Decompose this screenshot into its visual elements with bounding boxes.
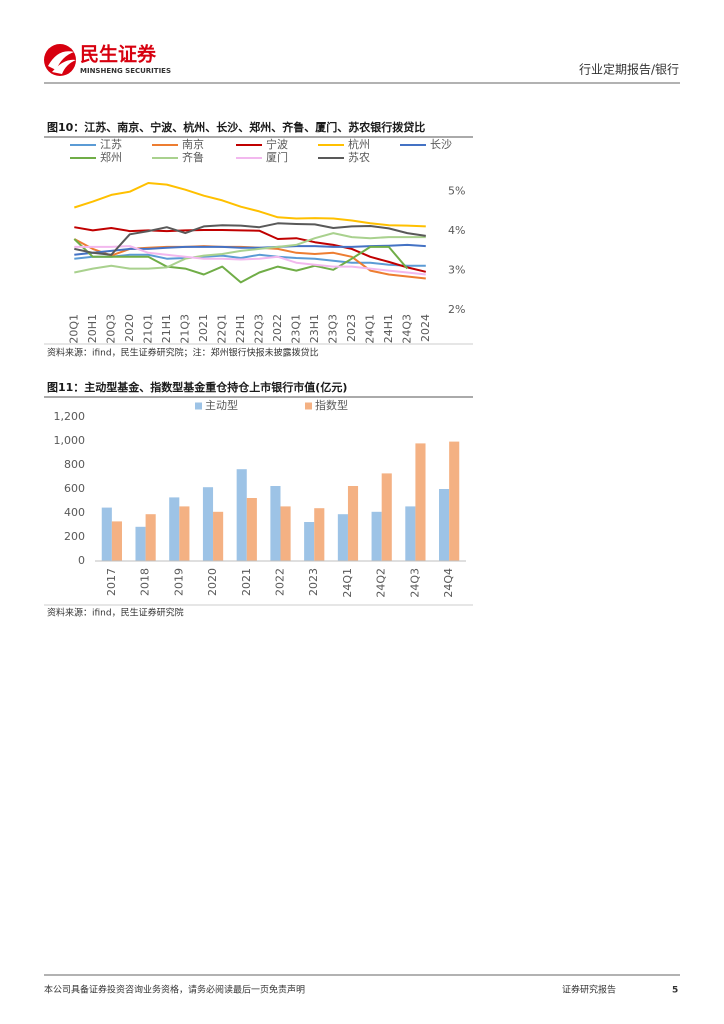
y-tick-label: 3% <box>448 264 465 277</box>
x-tick-label: 24Q1 <box>341 568 354 598</box>
x-tick-label: 2020 <box>206 568 219 596</box>
legend-label: 杭州 <box>348 137 370 151</box>
bar <box>449 441 460 561</box>
disclaimer: 本公司具备证券投资咨询业务资格，请务必阅读最后一页免责声明 <box>44 984 305 996</box>
bar <box>371 511 382 561</box>
x-tick-label: 2021 <box>197 314 210 342</box>
bar <box>246 498 257 561</box>
y-tick-label: 400 <box>64 506 85 519</box>
x-tick-label: 2023 <box>345 314 358 342</box>
legend-swatch <box>195 402 202 410</box>
logo-en: MINSHENG SECURITIES <box>80 67 171 75</box>
bar <box>381 473 392 561</box>
x-tick-label: 20H1 <box>86 314 99 343</box>
x-tick-label: 21Q3 <box>178 314 191 344</box>
legend-label: 指数型 <box>315 398 348 412</box>
bar <box>213 511 224 561</box>
x-tick-label: 23H1 <box>308 314 321 343</box>
logo <box>44 44 76 76</box>
x-tick-label: 22Q1 <box>215 314 228 344</box>
legend-label: 长沙 <box>430 138 452 151</box>
legend-label: 郑州 <box>100 150 122 164</box>
series-line <box>73 182 426 228</box>
legend-label: 厦门 <box>266 150 288 164</box>
bar <box>202 487 214 561</box>
x-tick-label: 2024 <box>419 314 432 342</box>
x-tick-label: 21H1 <box>160 314 173 343</box>
x-tick-label: 24Q1 <box>363 314 376 344</box>
x-tick-label: 23Q1 <box>289 314 302 344</box>
chart-title: 图11：主动型基金、指数型基金重仓持仓上市银行市值(亿元) <box>47 380 347 394</box>
bar <box>415 443 426 561</box>
series-line <box>74 245 426 276</box>
bar <box>101 507 112 561</box>
bar <box>169 497 180 561</box>
bar <box>270 486 281 561</box>
source-note: 资料来源：ifind，民生证券研究院 <box>47 607 184 619</box>
bar <box>405 506 416 561</box>
x-tick-label: 2018 <box>139 568 152 596</box>
x-tick-label: 24Q4 <box>442 568 455 598</box>
legend-label: 齐鲁 <box>182 150 204 164</box>
x-tick-label: 22Q3 <box>252 314 265 344</box>
logo-cn: 民生证券 <box>80 43 157 66</box>
x-tick-label: 24Q3 <box>400 314 413 344</box>
x-tick-label: 2020 <box>123 314 136 342</box>
x-tick-label: 2022 <box>274 568 287 596</box>
x-tick-label: 2021 <box>240 568 253 596</box>
series-line <box>74 253 426 267</box>
bar <box>145 514 156 561</box>
x-tick-label: 2022 <box>271 314 284 342</box>
bar <box>280 506 291 561</box>
y-tick-label: 1,200 <box>54 410 86 423</box>
x-tick-label: 2019 <box>172 568 185 596</box>
series-line <box>74 232 426 274</box>
section-label: 行业定期报告/银行 <box>579 62 679 77</box>
bar <box>314 508 325 561</box>
legend-label: 主动型 <box>205 398 238 412</box>
x-tick-label: 20Q1 <box>67 314 80 344</box>
bar <box>111 521 122 561</box>
legend-label: 南京 <box>182 137 204 151</box>
bar <box>347 486 359 561</box>
x-tick-label: 24Q2 <box>375 568 388 598</box>
source-note: 资料来源：ifind，民生证券研究院；注：郑州银行快报未披露拨贷比 <box>47 347 319 359</box>
bar <box>439 489 450 561</box>
x-tick-label: 24H1 <box>382 314 395 343</box>
series-line <box>74 226 427 273</box>
x-tick-label: 24Q3 <box>408 568 421 598</box>
x-tick-label: 2023 <box>307 568 320 596</box>
legend-label: 苏农 <box>348 150 370 164</box>
y-tick-label: 800 <box>64 458 85 471</box>
x-tick-label: 21Q1 <box>141 314 154 344</box>
series-line <box>74 222 426 256</box>
bar <box>304 522 315 561</box>
bar <box>337 514 348 561</box>
bar <box>236 469 247 561</box>
y-tick-label: 0 <box>78 554 85 567</box>
bar <box>179 506 190 561</box>
x-tick-label: 20Q3 <box>104 314 117 344</box>
bar <box>135 526 146 561</box>
y-tick-label: 4% <box>448 224 465 237</box>
legend-swatch <box>305 402 312 410</box>
legend-label: 宁波 <box>266 137 288 151</box>
y-tick-label: 200 <box>64 530 85 543</box>
y-tick-label: 5% <box>448 185 465 198</box>
x-tick-label: 22H1 <box>234 314 247 343</box>
x-tick-label: 23Q3 <box>326 314 339 344</box>
report-type: 证券研究报告 <box>562 984 616 996</box>
y-tick-label: 2% <box>448 303 465 316</box>
legend-label: 江苏 <box>100 138 122 151</box>
series-line <box>74 243 426 256</box>
y-tick-label: 600 <box>64 482 85 495</box>
series-line <box>73 238 409 284</box>
page-number: 5 <box>672 986 678 996</box>
y-tick-label: 1,000 <box>54 434 86 447</box>
chart-title: 图10：江苏、南京、宁波、杭州、长沙、郑州、齐鲁、厦门、苏农银行拨贷比 <box>47 120 425 134</box>
x-tick-label: 2017 <box>105 568 118 596</box>
